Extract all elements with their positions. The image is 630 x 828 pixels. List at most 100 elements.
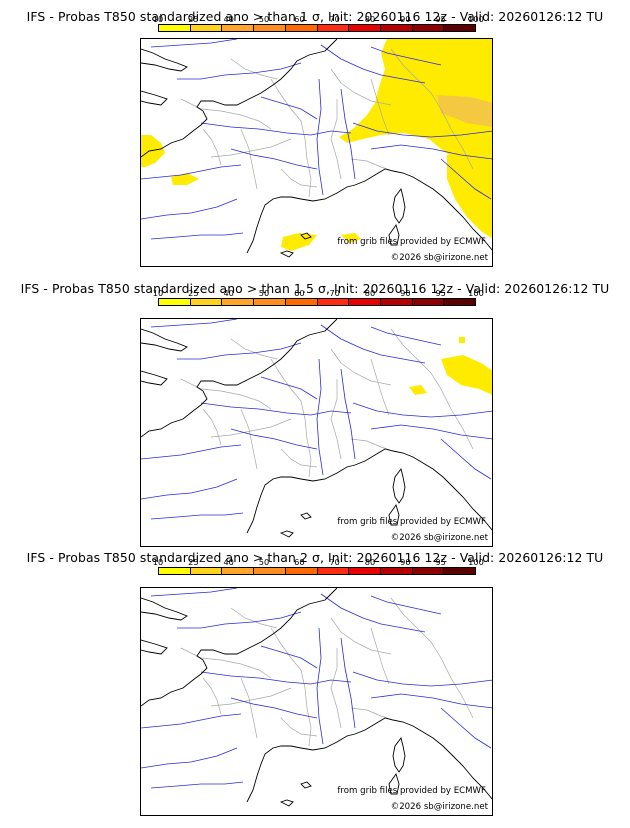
river: [177, 342, 302, 360]
colorbar-tick-label: 25: [188, 557, 199, 567]
river: [150, 512, 244, 520]
river: [200, 402, 352, 416]
panel-title: IFS - Probas T850 standardized ano > tha…: [26, 9, 604, 24]
river: [370, 144, 492, 160]
river: [230, 148, 318, 170]
colorbar-labels: 10 25 40 50 60 70 80 90 95 100: [153, 14, 484, 24]
colorbar-tick-label: 10: [152, 557, 164, 567]
colorbar-tick-label: 90: [400, 288, 411, 298]
colorbar-segment: [159, 299, 191, 305]
river: [320, 324, 426, 364]
river: [230, 428, 318, 450]
river: [352, 402, 492, 418]
coastline: [246, 168, 492, 254]
colorbar-segment: [380, 299, 413, 305]
colorbar-tick-label: 40: [223, 557, 234, 567]
coastline: [300, 781, 312, 789]
admin-border: [280, 448, 318, 468]
colorbar-tick-label: 90: [400, 557, 411, 567]
probability-area-alps: [447, 155, 492, 239]
river: [150, 232, 244, 240]
admin-border: [210, 418, 292, 438]
river: [340, 88, 356, 180]
panel-title: IFS - Probas T850 standardized ano > tha…: [26, 550, 604, 565]
map-graphic: [141, 39, 492, 258]
admin-border: [440, 108, 474, 170]
probability-area-brittany: [141, 135, 165, 167]
colorbar-segment: [444, 568, 476, 574]
coastline: [388, 772, 400, 795]
map-panel-1: IFS - Probas T850 standardized ano > tha…: [0, 0, 630, 276]
coastline: [141, 588, 338, 707]
colorbar-segment: [349, 299, 381, 305]
coastline: [388, 223, 400, 246]
coastline: [141, 39, 338, 158]
colorbar: [158, 567, 476, 575]
admin-border: [230, 607, 278, 629]
admin-border: [230, 58, 278, 80]
river: [440, 438, 492, 480]
colorbar-labels: 10 25 40 50 60 70 80 90 95 100: [153, 288, 484, 298]
probability-area-gulf-of-lion: [281, 233, 317, 251]
panel-title: IFS - Probas T850 standardized ano > tha…: [20, 281, 610, 296]
river: [370, 693, 492, 709]
river: [200, 671, 352, 685]
river: [150, 39, 238, 48]
colorbar-segment: [317, 25, 350, 31]
river: [260, 96, 318, 120]
admin-border: [270, 358, 312, 478]
admin-border: [180, 378, 272, 410]
probability-area-biscay: [171, 173, 199, 185]
coastline: [246, 717, 492, 803]
river: [370, 595, 442, 615]
river: [230, 697, 318, 719]
admin-border: [240, 128, 258, 190]
river: [370, 424, 492, 440]
admin-border: [330, 348, 392, 386]
colorbar-segment: [222, 568, 255, 574]
colorbar-segment: [159, 568, 191, 574]
colorbar-tick-label: 80: [364, 288, 376, 298]
coastline: [141, 48, 188, 72]
admin-border: [230, 338, 278, 360]
colorbar-tick-label: 60: [294, 288, 305, 298]
admin-border: [390, 597, 442, 659]
river: [352, 671, 492, 687]
admin-border: [350, 158, 394, 172]
river: [150, 588, 238, 597]
colorbar-segment: [412, 568, 445, 574]
river: [316, 358, 324, 476]
admin-border: [180, 647, 272, 679]
colorbar-tick-label: 100: [468, 288, 484, 298]
river: [150, 781, 244, 789]
colorbar: [158, 24, 476, 32]
admin-border: [202, 677, 222, 715]
coastline: [141, 90, 168, 106]
coastline: [388, 503, 400, 526]
colorbar-segment: [380, 568, 413, 574]
map-panel-3: IFS - Probas T850 standardized ano > tha…: [0, 543, 630, 819]
colorbar-tick-label: 10: [152, 288, 164, 298]
colorbar-segment: [285, 568, 318, 574]
river: [352, 122, 492, 138]
copyright-credit: ©2026 sb@irizone.net: [390, 253, 488, 263]
coastline: [279, 799, 294, 807]
colorbar-tick-label: 60: [294, 557, 305, 567]
colorbar-segment: [222, 25, 255, 31]
admin-border: [202, 128, 222, 166]
admin-border: [240, 408, 258, 470]
colorbar-labels: 10 25 40 50 60 70 80 90 95 100: [153, 557, 484, 567]
colorbar-tick-label: 100: [468, 557, 484, 567]
copyright-credit: ©2026 sb@irizone.net: [390, 533, 488, 543]
river: [141, 478, 238, 500]
admin-border: [210, 138, 292, 158]
colorbar-segment: [222, 299, 255, 305]
river: [141, 164, 242, 180]
coastline: [392, 187, 406, 224]
colorbar-segment: [254, 568, 286, 574]
river: [440, 158, 492, 200]
colorbar-tick-label: 25: [188, 288, 199, 298]
colorbar: [158, 298, 476, 306]
coastline: [392, 467, 406, 504]
admin-border: [390, 328, 442, 390]
